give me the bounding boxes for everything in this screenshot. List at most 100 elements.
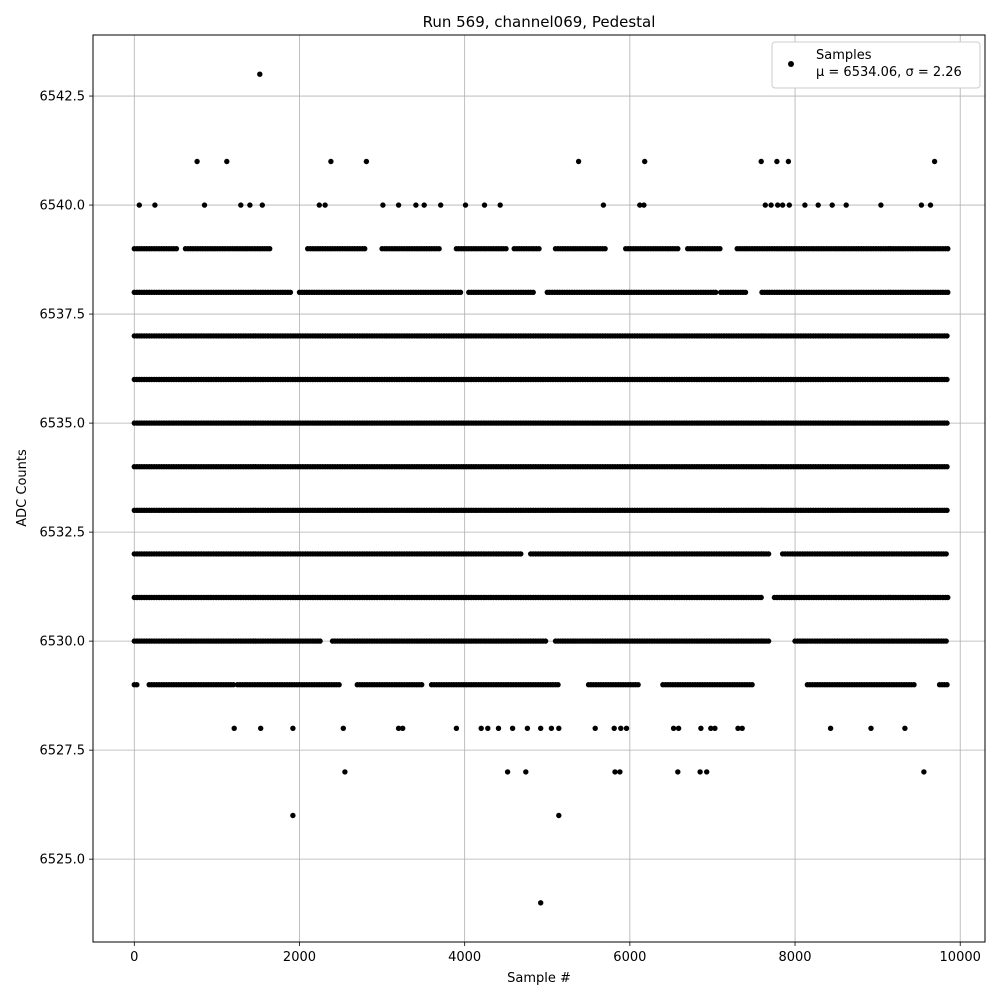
- data-point: [944, 333, 950, 339]
- data-point: [290, 725, 296, 731]
- data-point: [536, 246, 542, 252]
- data-point: [247, 202, 253, 208]
- data-point: [945, 594, 951, 601]
- data-point: [675, 725, 682, 731]
- data-point: [670, 725, 677, 731]
- data-point: [765, 638, 772, 644]
- data-point: [774, 158, 780, 165]
- data-point: [453, 725, 460, 731]
- data-point: [438, 202, 444, 208]
- data-point: [600, 202, 607, 208]
- data-point: [362, 246, 368, 252]
- data-point: [495, 725, 502, 731]
- data-point: [944, 507, 950, 513]
- data-points: [131, 71, 951, 906]
- data-point: [380, 202, 386, 208]
- data-point: [342, 769, 348, 775]
- data-point: [152, 202, 158, 208]
- data-point: [739, 725, 745, 731]
- data-point: [762, 202, 768, 208]
- y-tick-label: 6540.0: [40, 199, 86, 214]
- data-point: [504, 769, 511, 775]
- data-point: [635, 682, 641, 688]
- data-point: [201, 202, 208, 208]
- data-point: [462, 202, 469, 208]
- data-point: [708, 725, 714, 731]
- data-point: [921, 769, 927, 775]
- data-point: [713, 289, 719, 295]
- data-point: [779, 202, 786, 208]
- y-tick-label: 6542.5: [40, 90, 86, 105]
- x-tick-label: 2000: [283, 950, 316, 965]
- data-point: [768, 202, 774, 208]
- data-point: [943, 551, 949, 557]
- data-point: [712, 725, 718, 731]
- data-point: [878, 202, 884, 208]
- data-point: [173, 246, 180, 252]
- data-point: [231, 725, 237, 731]
- data-point: [419, 682, 425, 688]
- data-point: [523, 769, 529, 775]
- x-tick-label: 8000: [778, 950, 811, 965]
- data-point: [612, 769, 618, 775]
- data-point: [259, 202, 265, 208]
- y-tick-label: 6535.0: [40, 417, 86, 432]
- data-point: [524, 725, 531, 731]
- data-point: [749, 682, 755, 688]
- data-point: [927, 202, 934, 208]
- data-point: [765, 551, 772, 557]
- data-point: [287, 289, 294, 295]
- data-point: [902, 725, 908, 731]
- data-point: [548, 725, 555, 731]
- data-point: [194, 158, 200, 165]
- data-point: [717, 246, 723, 252]
- legend-box: [771, 41, 981, 89]
- data-point: [555, 682, 561, 688]
- data-point: [775, 202, 781, 208]
- data-point: [758, 158, 764, 165]
- data-point: [538, 900, 544, 906]
- data-point: [134, 682, 140, 688]
- data-point: [556, 725, 562, 731]
- data-point: [481, 202, 488, 208]
- x-tick-label: 0: [130, 950, 138, 965]
- data-point: [238, 202, 244, 208]
- data-point: [395, 725, 402, 731]
- x-axis-label: Sample #: [507, 971, 571, 986]
- data-point: [518, 551, 524, 557]
- x-tick-label: 4000: [448, 950, 481, 965]
- data-point: [317, 638, 323, 644]
- data-point: [911, 682, 917, 688]
- plot-frame: [92, 34, 986, 943]
- data-point: [457, 289, 464, 295]
- data-point: [538, 725, 544, 731]
- data-point: [944, 682, 950, 688]
- data-point: [829, 202, 835, 208]
- data-point: [943, 638, 949, 644]
- data-point: [698, 725, 704, 731]
- data-point: [267, 246, 273, 252]
- data-point: [224, 158, 230, 165]
- data-point: [623, 725, 630, 731]
- data-point: [258, 725, 264, 731]
- data-point: [421, 202, 427, 208]
- data-point: [742, 289, 749, 295]
- data-point: [316, 202, 322, 208]
- data-point: [675, 246, 681, 252]
- data-point: [328, 158, 334, 165]
- data-point: [827, 725, 834, 731]
- data-point: [413, 202, 419, 208]
- data-point: [436, 246, 442, 252]
- axis-ticks: 0 2000 4000 6000 8000 10000 6525.0 6527.5 6530.0…: [40, 90, 981, 965]
- data-point: [602, 246, 608, 252]
- data-point: [641, 202, 647, 208]
- data-point: [918, 202, 925, 208]
- data-point: [785, 158, 792, 165]
- data-point: [618, 725, 624, 731]
- data-point: [556, 812, 562, 819]
- data-point: [136, 202, 142, 208]
- data-point: [611, 725, 617, 731]
- data-point: [735, 725, 741, 731]
